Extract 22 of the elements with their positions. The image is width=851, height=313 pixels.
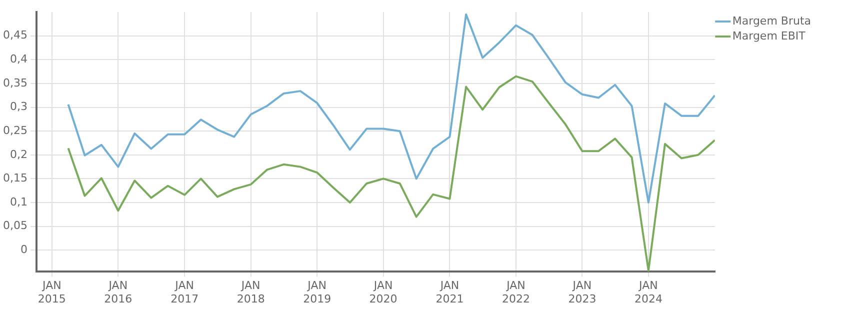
x-tick-label: JAN 2015: [38, 279, 66, 306]
y-tick-label: 0,4: [10, 52, 28, 66]
x-tick-label: JAN 2021: [436, 279, 464, 306]
y-tick-label: 0,3: [10, 100, 28, 114]
y-tick-label: 0,25: [2, 124, 28, 137]
y-tick-label: 0,35: [2, 76, 28, 90]
y-tick-label: 0,05: [2, 219, 28, 232]
y-tick-label: 0,2: [10, 148, 28, 161]
x-tick-label: JAN 2018: [236, 279, 265, 306]
y-tick-label: 0,1: [10, 195, 28, 208]
x-tick-label: JAN 2022: [502, 279, 530, 306]
x-tick-label: JAN 2019: [303, 279, 332, 306]
legend-label: Margem Bruta: [732, 14, 812, 28]
x-tick-label: JAN 2016: [104, 279, 132, 306]
x-tick-label: JAN 2017: [170, 279, 199, 306]
y-tick-label: 0: [20, 243, 28, 256]
x-tick-label: JAN 2024: [634, 279, 662, 306]
legend-label: Margem EBIT: [732, 29, 806, 42]
y-tick-label: 0,15: [2, 172, 28, 185]
x-tick-label: JAN 2020: [369, 279, 398, 306]
y-tick-label: 0,45: [2, 28, 28, 42]
x-tick-label: JAN 2023: [568, 279, 596, 306]
